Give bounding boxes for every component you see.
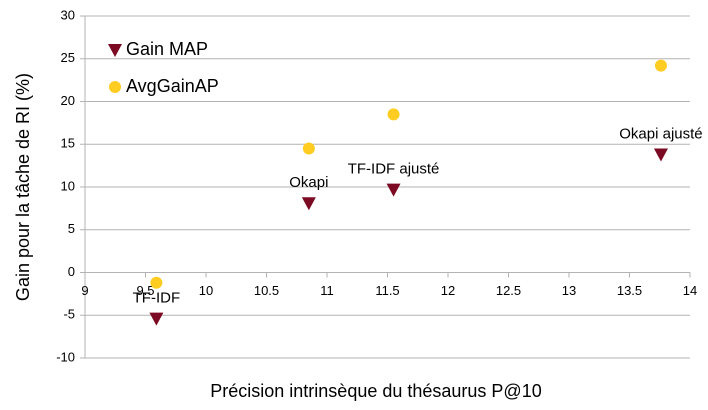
x-tick-label: 10 [199,283,213,298]
x-tick-label: 11.5 [375,283,399,298]
data-point [150,276,163,289]
data-point [387,108,400,121]
data-point [654,59,667,72]
y-axis-title: Gain pour la tâche de RI (%) [13,73,33,301]
x-tick-label: 12 [441,283,455,298]
data-point [653,148,668,162]
point-label: Okapi [289,174,328,191]
y-tick-label: 30 [61,7,75,22]
legend-marker [109,81,121,93]
y-tick-label: 10 [61,178,75,193]
point-label: TF-IDF ajusté [348,161,440,178]
x-tick-label: 12.5 [496,283,521,298]
x-tick-label: 10.5 [254,283,279,298]
y-tick-label: -5 [63,307,75,322]
y-tick-label: 20 [61,93,75,108]
x-tick-label: 13 [562,283,576,298]
legend-marker [108,44,122,57]
y-tick-label: -10 [56,349,75,364]
y-tick-label: 5 [68,221,75,236]
legend-label: AvgGainAP [126,76,219,96]
y-tick-label: 15 [61,136,75,151]
data-point [302,142,315,155]
x-tick-label: 9.5 [136,283,154,298]
x-tick-label: 13.5 [617,283,642,298]
y-tick-label: 25 [61,50,75,65]
data-point [301,197,316,211]
x-tick-label: 11 [320,283,334,298]
x-axis-title: Précision intrinsèque du thésaurus P@10 [210,381,541,401]
data-point [386,183,401,197]
data-point [149,312,164,326]
y-tick-label: 0 [68,264,75,279]
point-label: TF-IDF [133,290,180,307]
x-tick-label: 9 [81,283,88,298]
point-label: Okapi ajusté [619,125,702,142]
x-tick-label: 14 [683,283,697,298]
legend-label: Gain MAP [126,39,208,59]
